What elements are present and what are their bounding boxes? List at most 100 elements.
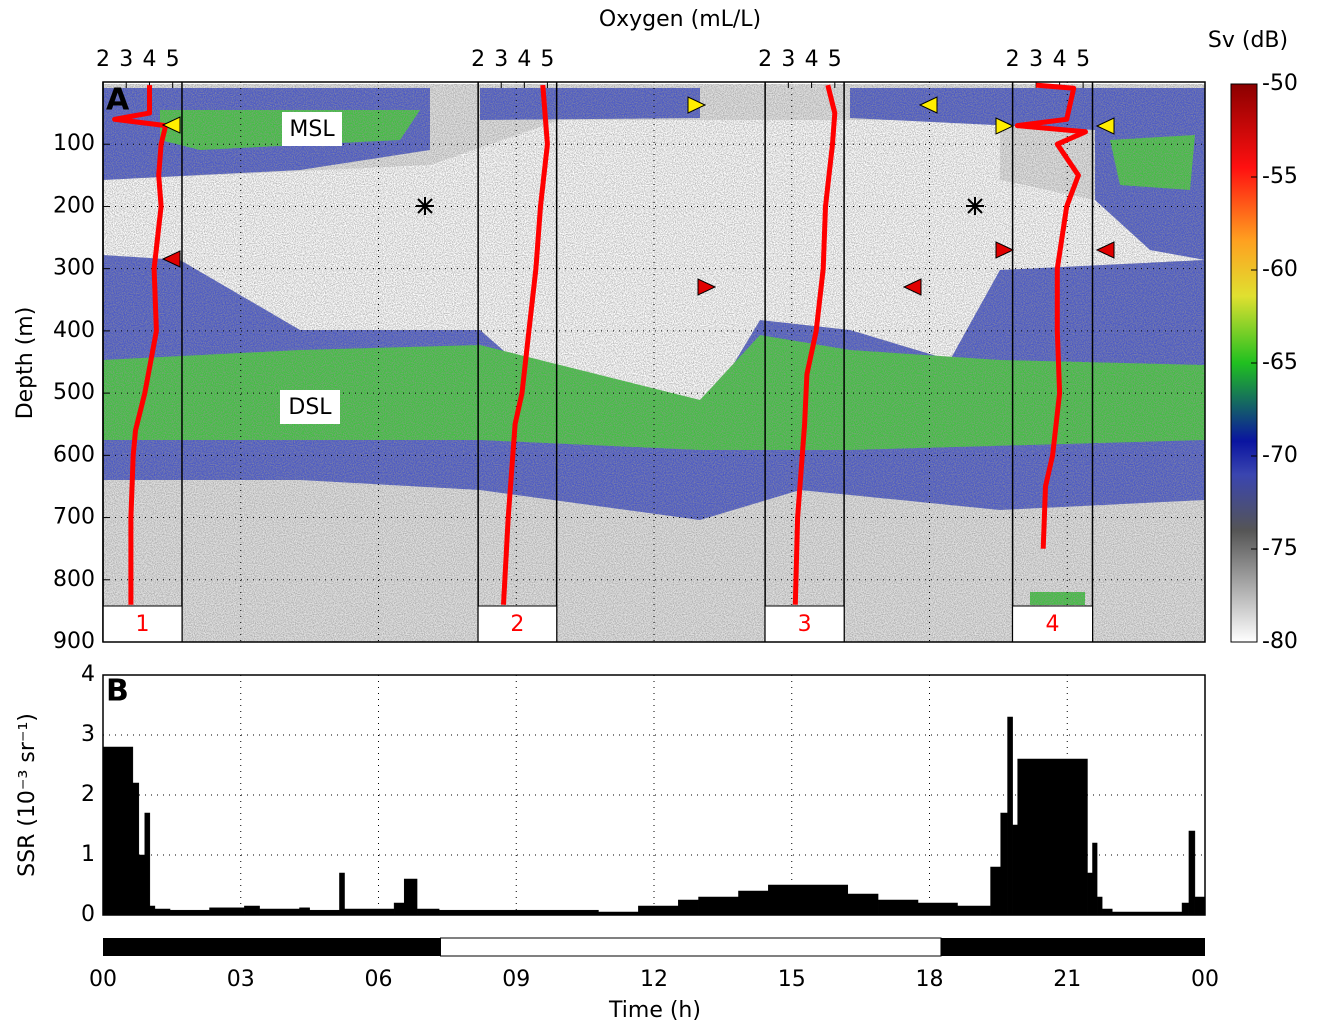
profile-label-box: [764, 605, 845, 643]
bar: [339, 872, 345, 916]
bar: [144, 812, 151, 916]
asterisk: [416, 197, 984, 215]
x2-tick-label: 2: [1006, 47, 1020, 72]
profile-label: 2: [510, 612, 524, 637]
colorbar-tick-label: -75: [1262, 536, 1298, 561]
x-tick-label: 09: [502, 967, 530, 992]
bar: [1012, 824, 1018, 916]
bar: [244, 905, 260, 916]
x2-tick-label: 4: [142, 47, 156, 72]
x-axis-label: Time (h): [608, 998, 701, 1023]
x2-tick-label: 4: [1053, 47, 1067, 72]
y-tick-label: 0: [81, 902, 95, 927]
profile-label: 3: [798, 612, 812, 637]
x2-tick-label: 4: [517, 47, 531, 72]
bar: [768, 884, 849, 916]
x2-tick-label: 5: [828, 47, 842, 72]
colorbar-tick-label: -80: [1262, 629, 1298, 654]
y-tick-label: 1: [81, 842, 95, 867]
bar: [138, 854, 146, 916]
y-tick-label: 900: [53, 629, 95, 654]
bar: [990, 866, 1001, 916]
frame: [102, 81, 1206, 643]
profile-label: 4: [1046, 612, 1060, 637]
bar: [132, 782, 140, 916]
night: [103, 938, 441, 956]
bar: [1000, 812, 1008, 916]
overlay: MSL DSL A B Oxygen (mL/L) Sv (dB) Depth …: [13, 7, 1288, 1023]
bar: [1188, 830, 1196, 916]
annotation: DSL: [288, 395, 332, 420]
bar: [1007, 716, 1013, 916]
oxygen-profile: [1014, 82, 1088, 549]
bar: [877, 899, 919, 916]
y-tick-label: 400: [53, 318, 95, 343]
oxygen-profile: [792, 84, 838, 605]
markers: [161, 96, 1115, 296]
label-box: [282, 112, 342, 146]
bar: [638, 905, 679, 916]
bar: [416, 908, 440, 916]
oxygen-profile: [112, 85, 169, 605]
y-tick-label: 200: [53, 193, 95, 218]
y-tick-label: 600: [53, 442, 95, 467]
x-tick-label: 06: [365, 967, 393, 992]
y-axis-label: Depth (m): [13, 307, 38, 420]
bar: [149, 905, 156, 916]
colorbar-tick-label: -65: [1262, 350, 1298, 375]
y-tick-label: 2: [81, 782, 95, 807]
colorbar-tick-label: -60: [1262, 257, 1298, 282]
bar: [957, 905, 991, 916]
y-tick-label: 100: [53, 131, 95, 156]
y-tick-label: 4: [81, 662, 95, 687]
bar: [1101, 908, 1113, 916]
bar: [102, 746, 134, 916]
x2-tick-label: 2: [96, 47, 110, 72]
frame: [102, 674, 1206, 916]
bar: [1017, 758, 1088, 916]
bar: [209, 907, 245, 916]
y-tick-label: 300: [53, 256, 95, 281]
x2-axis-label: Oxygen (mL/L): [599, 7, 761, 32]
y-tick-label: 3: [81, 722, 95, 747]
oxygen-profile: [501, 84, 550, 605]
x2-tick-label: 2: [758, 47, 772, 72]
bar: [1194, 896, 1206, 916]
bar: [698, 896, 739, 916]
x2-tick-label: 3: [119, 47, 133, 72]
x-tick-label: 00: [1191, 967, 1219, 992]
bar: [847, 893, 879, 916]
bar: [1087, 872, 1093, 916]
night: [940, 938, 1205, 956]
x-tick-label: 12: [640, 967, 668, 992]
echogram: [103, 84, 1205, 642]
x-tick-label: 03: [227, 967, 255, 992]
day: [439, 937, 942, 957]
colorbar-tick-label: -55: [1262, 164, 1298, 189]
bar: [154, 908, 171, 916]
bar: [393, 902, 405, 916]
profile-label-box: [477, 605, 558, 643]
y-axis-label: SSR (10⁻³ sr⁻¹): [15, 713, 40, 877]
colorbar-label: Sv (dB): [1208, 28, 1288, 53]
bar: [299, 907, 310, 916]
label-box: [280, 390, 340, 424]
bar: [1181, 902, 1190, 916]
x2-tick-label: 5: [166, 47, 180, 72]
x-tick-label: 18: [916, 967, 944, 992]
x-tick-label: 00: [89, 967, 117, 992]
bar: [344, 908, 395, 916]
x2-tick-label: 3: [1029, 47, 1043, 72]
x2-tick-label: 2: [471, 47, 485, 72]
profile-label: 1: [135, 612, 149, 637]
y-tick-label: 700: [53, 505, 95, 530]
y-tick-label: 800: [53, 567, 95, 592]
y-tick-label: 500: [53, 380, 95, 405]
x2-tick-label: 5: [540, 47, 554, 72]
bar: [1096, 896, 1103, 916]
panel-label: B: [106, 674, 129, 709]
x2-tick-label: 4: [805, 47, 819, 72]
panel-label: A: [106, 83, 130, 118]
